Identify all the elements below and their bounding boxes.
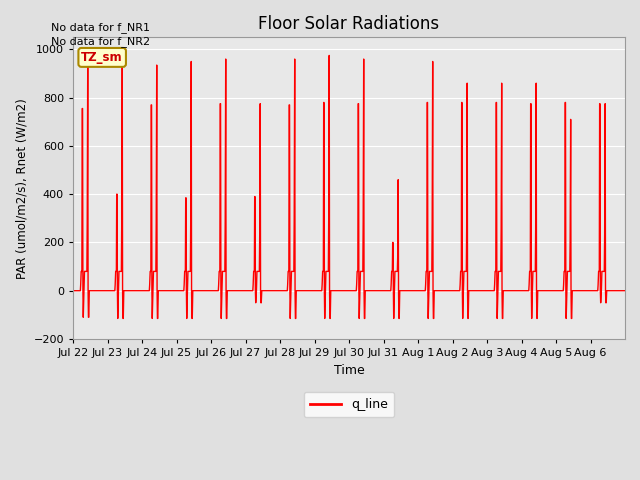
Text: No data for f_NR2: No data for f_NR2	[51, 36, 150, 47]
Title: Floor Solar Radiations: Floor Solar Radiations	[259, 15, 440, 33]
Text: No data for f_NR1: No data for f_NR1	[51, 22, 150, 33]
Legend: q_line: q_line	[304, 392, 394, 417]
X-axis label: Time: Time	[333, 363, 364, 376]
Text: TZ_sm: TZ_sm	[81, 51, 123, 64]
Y-axis label: PAR (umol/m2/s), Rnet (W/m2): PAR (umol/m2/s), Rnet (W/m2)	[15, 98, 28, 278]
